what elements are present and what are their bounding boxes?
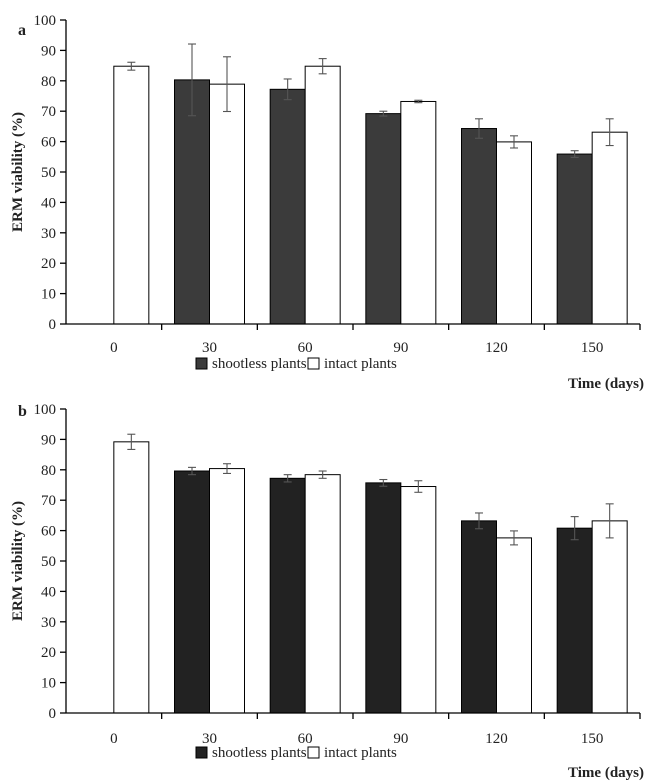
bar-shootless-plants (556, 527, 593, 714)
y-tick-label: 50 (41, 554, 56, 570)
bar-shootless-plants (365, 113, 402, 325)
bar-intact-plants (113, 65, 150, 325)
x-tick-label: 30 (202, 731, 217, 747)
bar-intact-plants (113, 441, 150, 714)
y-tick-label: 60 (41, 135, 56, 151)
legend-swatch (307, 357, 320, 370)
chart-panel-b: 0 10 20 30 40 50 60 70 80 90 100 0 30 60 90 120 150 b ERM … (10, 402, 644, 781)
x-axis-label: Time (days) (568, 765, 644, 781)
y-tick-label: 100 (34, 402, 57, 418)
legend-swatch (195, 746, 208, 759)
y-tick-label: 10 (41, 676, 56, 692)
bar-shootless-plants (461, 128, 497, 325)
bar-intact-plants (304, 65, 341, 325)
y-tick-label: 20 (41, 256, 56, 272)
x-tick-label: 120 (485, 340, 508, 356)
y-tick-label: 70 (41, 104, 56, 120)
bar-intact-plants (209, 468, 245, 714)
y-tick-label: 10 (41, 287, 56, 303)
bar-intact-plants (591, 131, 628, 325)
y-axis-label: ERM viability (%) (10, 501, 26, 621)
x-tick-label: 150 (581, 731, 604, 747)
x-tick-label: 60 (298, 731, 313, 747)
y-tick-label: 60 (41, 524, 56, 540)
bar-shootless-plants (269, 88, 306, 325)
bar-intact-plants (304, 474, 341, 714)
x-tick-label: 90 (393, 731, 408, 747)
bar-shootless-plants (174, 470, 210, 714)
legend-swatch (307, 746, 320, 759)
chart-panel-a: 0 10 20 30 40 50 60 70 80 90 100 0 30 60 90 120 150 a ERM … (10, 13, 644, 392)
bar-intact-plants (400, 486, 437, 714)
y-tick-label: 50 (41, 165, 56, 181)
y-tick-label: 30 (41, 226, 56, 242)
x-tick-label: 30 (202, 340, 217, 356)
y-tick-label: 0 (49, 706, 57, 722)
y-tick-label: 90 (41, 43, 56, 59)
legend-label: shootless plants (212, 356, 307, 372)
bar-intact-plants (209, 83, 245, 325)
bar-intact-plants (496, 537, 532, 714)
y-tick-label: 0 (49, 317, 57, 333)
panel-letter: a (18, 22, 26, 39)
y-tick-label: 40 (41, 195, 56, 211)
x-axis-label: Time (days) (568, 376, 644, 392)
x-tick-label: 0 (110, 340, 118, 356)
y-tick-label: 100 (34, 13, 57, 29)
bar-shootless-plants (365, 482, 402, 714)
bar-shootless-plants (269, 477, 306, 714)
x-tick-label: 120 (485, 731, 508, 747)
x-tick-label: 90 (393, 340, 408, 356)
y-tick-label: 90 (41, 432, 56, 448)
bar-shootless-plants (461, 520, 497, 714)
y-axis-label: ERM viability (%) (10, 112, 26, 232)
legend-label: intact plants (324, 356, 397, 372)
bar-intact-plants (400, 100, 437, 325)
legend-swatch (195, 357, 208, 370)
bar-shootless-plants (174, 79, 210, 325)
legend-label: intact plants (324, 745, 397, 761)
x-tick-label: 60 (298, 340, 313, 356)
y-tick-label: 70 (41, 493, 56, 509)
y-tick-label: 80 (41, 74, 56, 90)
bar-shootless-plants (556, 153, 593, 325)
y-tick-label: 30 (41, 615, 56, 631)
bar-intact-plants (496, 141, 532, 325)
y-tick-label: 40 (41, 584, 56, 600)
bar-intact-plants (591, 520, 628, 714)
x-tick-label: 0 (110, 731, 118, 747)
legend-label: shootless plants (212, 745, 307, 761)
x-tick-label: 150 (581, 340, 604, 356)
y-tick-label: 20 (41, 645, 56, 661)
y-tick-label: 80 (41, 463, 56, 479)
panel-letter: b (18, 403, 27, 420)
